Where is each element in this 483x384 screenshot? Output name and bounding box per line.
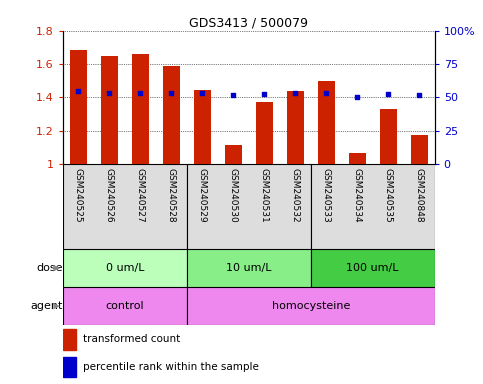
Text: GSM240525: GSM240525 [74,169,83,223]
Bar [63,287,187,325]
Text: GSM240528: GSM240528 [167,169,176,223]
Point [168,90,175,96]
Bar [349,153,366,164]
Point [415,93,423,99]
Text: GSM240531: GSM240531 [260,169,269,223]
Point [136,90,144,96]
Point [384,91,392,97]
Bar [287,91,304,164]
Bar [411,135,428,164]
Text: GSM240527: GSM240527 [136,169,145,223]
Text: GSM240534: GSM240534 [353,169,362,223]
Text: control: control [105,301,144,311]
Bar [70,50,87,164]
Bar [256,102,273,164]
Text: 0 um/L: 0 um/L [105,263,144,273]
Point [354,94,361,100]
Bar [63,164,187,249]
Point [322,90,330,96]
Bar [225,145,242,164]
Bar [63,329,76,350]
Text: GSM240848: GSM240848 [415,169,424,223]
Point [199,90,206,96]
Text: GSM240532: GSM240532 [291,169,300,223]
Point [105,90,113,96]
Bar [194,90,211,164]
Point [229,92,237,98]
Bar [63,249,187,287]
Title: GDS3413 / 500079: GDS3413 / 500079 [189,17,308,30]
Text: GSM240530: GSM240530 [229,169,238,223]
Bar [132,54,149,164]
Bar [187,287,435,325]
Point [260,91,268,97]
Bar [380,109,397,164]
Text: GSM240535: GSM240535 [384,169,393,223]
Text: GSM240533: GSM240533 [322,169,331,223]
Point [74,88,82,94]
Text: GSM240526: GSM240526 [105,169,114,223]
Bar [311,249,435,287]
Text: transformed count: transformed count [83,334,181,344]
Text: percentile rank within the sample: percentile rank within the sample [83,362,259,372]
Text: dose: dose [36,263,63,273]
Bar [163,66,180,164]
Point [291,90,299,96]
Text: 100 um/L: 100 um/L [346,263,399,273]
Text: 10 um/L: 10 um/L [226,263,271,273]
Text: GSM240529: GSM240529 [198,169,207,223]
Text: homocysteine: homocysteine [271,301,350,311]
Bar [187,164,311,249]
Bar [101,56,118,164]
Bar [63,356,76,377]
Text: agent: agent [30,301,63,311]
Bar [187,249,311,287]
Bar [311,164,435,249]
Bar [318,81,335,164]
